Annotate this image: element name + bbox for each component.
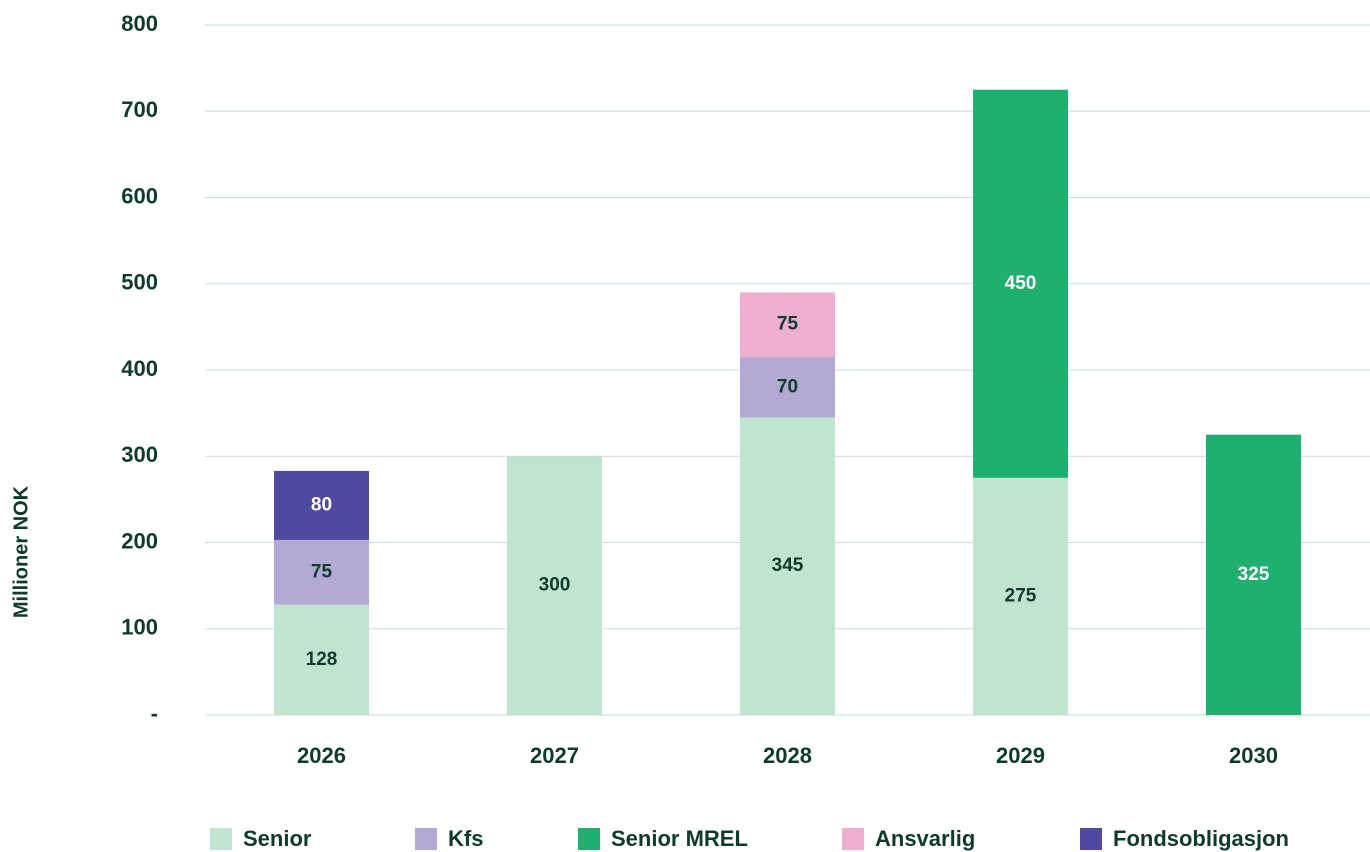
legend-label: Senior xyxy=(243,826,312,851)
bar-segment xyxy=(274,604,369,715)
legend-label: Senior MREL xyxy=(611,826,748,851)
legend-swatch xyxy=(210,828,232,850)
data-label: 300 xyxy=(539,575,571,596)
data-label: 75 xyxy=(311,561,333,582)
data-label: 450 xyxy=(1005,273,1037,294)
bar-segment xyxy=(274,470,369,540)
bar-segment xyxy=(274,539,369,605)
y-tick-label: 400 xyxy=(121,356,158,381)
x-tick-label: 2030 xyxy=(1229,743,1278,768)
bar-segment xyxy=(740,417,835,715)
y-tick-label: 100 xyxy=(121,615,158,640)
y-tick-label: 700 xyxy=(121,97,158,122)
bar-segment xyxy=(973,89,1068,478)
legend-label: Kfs xyxy=(448,826,483,851)
x-tick-label: 2029 xyxy=(996,743,1045,768)
data-label: 275 xyxy=(1005,585,1037,606)
y-axis-label: Millioner NOK xyxy=(10,485,32,618)
x-tick-label: 2028 xyxy=(763,743,812,768)
legend-swatch xyxy=(842,828,864,850)
y-tick-label: 600 xyxy=(121,183,158,208)
bar-segment xyxy=(740,292,835,358)
y-tick-label: 300 xyxy=(121,442,158,467)
legend-swatch xyxy=(578,828,600,850)
x-tick-label: 2026 xyxy=(297,743,346,768)
legend-label: Ansvarlig xyxy=(875,826,975,851)
data-label: 128 xyxy=(306,649,338,670)
y-tick-label: 200 xyxy=(121,528,158,553)
y-tick-label: 800 xyxy=(121,11,158,36)
legend-label: Fondsobligasjon xyxy=(1113,826,1289,851)
data-label: 345 xyxy=(772,555,804,576)
x-tick-label: 2027 xyxy=(530,743,579,768)
data-label: 70 xyxy=(777,376,798,397)
data-label: 325 xyxy=(1238,564,1270,585)
bar-segment xyxy=(507,456,602,715)
y-tick-label: - xyxy=(151,701,158,726)
legend-swatch xyxy=(415,828,437,850)
legend-swatch xyxy=(1080,828,1102,850)
y-tick-label: 500 xyxy=(121,270,158,295)
data-label: 80 xyxy=(311,494,332,515)
bar-segment xyxy=(1206,434,1301,715)
bar-segment xyxy=(973,477,1068,715)
data-label: 75 xyxy=(777,314,799,335)
bar-segment xyxy=(740,357,835,418)
